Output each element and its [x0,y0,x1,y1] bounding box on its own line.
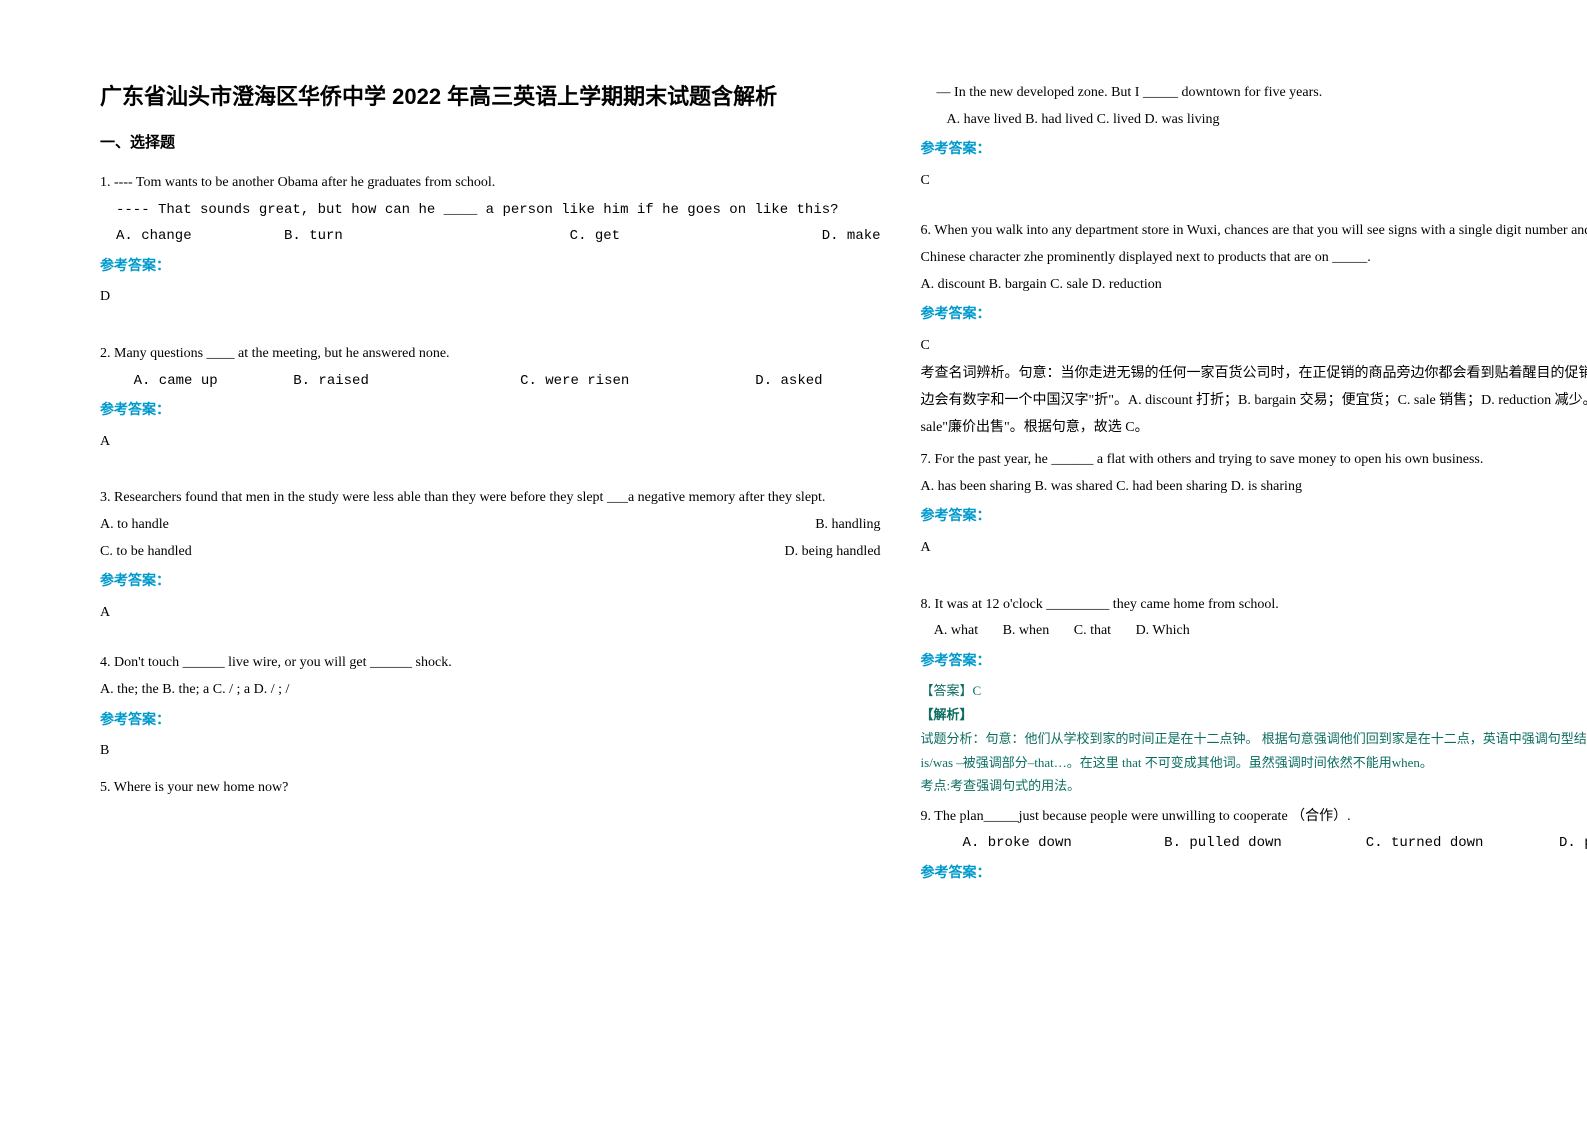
q9-options: A. broke down B. pulled down C. turned d… [921,830,1587,857]
answer-label: 参考答案： [100,254,881,281]
question-2: 2. Many questions ____ at the meeting, b… [100,341,881,463]
q1-answer: D [100,284,881,311]
q3-optC: C. to be handled [100,539,192,566]
q5-cont-line1: — In the new developed zone. But I _____… [921,80,1587,107]
q8-explain1: 试题分析：句意：他们从学校到家的时间正是在十二点钟。 根据句意强调他们回到家是在… [921,727,1587,774]
q5-line1: 5. Where is your new home now? [100,775,881,802]
q5-cont-answer: C [921,168,1587,195]
q5-cont-options: A. have lived B. had lived C. lived D. w… [921,107,1587,134]
answer-label: 参考答案： [100,708,881,735]
q3-optB: B. handling [815,512,880,539]
q8-answer: 【答案】C [921,679,1587,702]
q9-line1: 9. The plan_____just because people were… [921,804,1587,831]
question-6: 6. When you walk into any department sto… [921,218,1587,441]
q4-line1: 4. Don't touch ______ live wire, or you … [100,650,881,677]
answer-label: 参考答案： [921,137,1587,164]
q3-optD: D. being handled [785,539,881,566]
section-heading: 一、选择题 [100,131,881,152]
answer-label: 参考答案： [921,504,1587,531]
q7-options: A. has been sharing B. was shared C. had… [921,474,1587,501]
q8-explain-label: 【解析】 [921,703,1587,728]
q1-line1: 1. ---- Tom wants to be another Obama af… [100,170,881,197]
q6-line1: 6. When you walk into any department sto… [921,218,1587,271]
question-7: 7. For the past year, he ______ a flat w… [921,447,1587,569]
q3-answer: A [100,600,881,627]
q3-line1: 3. Researchers found that men in the stu… [100,485,881,512]
question-5-cont: — In the new developed zone. But I _____… [921,80,1587,196]
q3-optA: A. to handle [100,512,169,539]
q8-explain2: 考点:考查强调句式的用法。 [921,774,1587,797]
question-8: 8. It was at 12 o'clock _________ they c… [921,592,1587,798]
q6-explain: 考查名词辨析。句意：当你走进无锡的任何一家百货公司时，在正促销的商品旁边你都会看… [921,361,1587,441]
answer-label: 参考答案： [100,569,881,596]
q2-options: A. came up B. raised C. were risen D. as… [100,368,881,395]
question-3: 3. Researchers found that men in the stu… [100,485,881,628]
question-5: 5. Where is your new home now? [100,775,881,802]
q8-line1: 8. It was at 12 o'clock _________ they c… [921,592,1587,619]
document-title: 广东省汕头市澄海区华侨中学 2022 年高三英语上学期期末试题含解析 [100,80,881,113]
q6-answer: C [921,333,1587,360]
answer-label: 参考答案： [921,861,1587,888]
q1-line2: ---- That sounds great, but how can he _… [100,197,881,224]
q6-options: A. discount B. bargain C. sale D. reduct… [921,272,1587,299]
q8-options: A. what B. when C. that D. Which [921,618,1587,645]
q2-answer: A [100,429,881,456]
answer-label: 参考答案： [100,398,881,425]
q2-line1: 2. Many questions ____ at the meeting, b… [100,341,881,368]
q7-line1: 7. For the past year, he ______ a flat w… [921,447,1587,474]
q7-answer: A [921,535,1587,562]
answer-label: 参考答案： [921,302,1587,329]
question-9: 9. The plan_____just because people were… [921,804,1587,892]
question-1: 1. ---- Tom wants to be another Obama af… [100,170,881,319]
question-4: 4. Don't touch ______ live wire, or you … [100,650,881,766]
q4-options: A. the; the B. the; a C. / ; a D. / ; / [100,677,881,704]
q3-opts-row1: A. to handle B. handling [100,512,881,539]
q1-options: A. change B. turn C. get D. make [100,223,881,250]
answer-label: 参考答案： [921,649,1587,676]
left-column: 广东省汕头市澄海区华侨中学 2022 年高三英语上学期期末试题含解析 一、选择题… [100,80,881,1042]
q3-opts-row2: C. to be handled D. being handled [100,539,881,566]
right-column: — In the new developed zone. But I _____… [921,80,1587,1042]
q4-answer: B [100,738,881,765]
